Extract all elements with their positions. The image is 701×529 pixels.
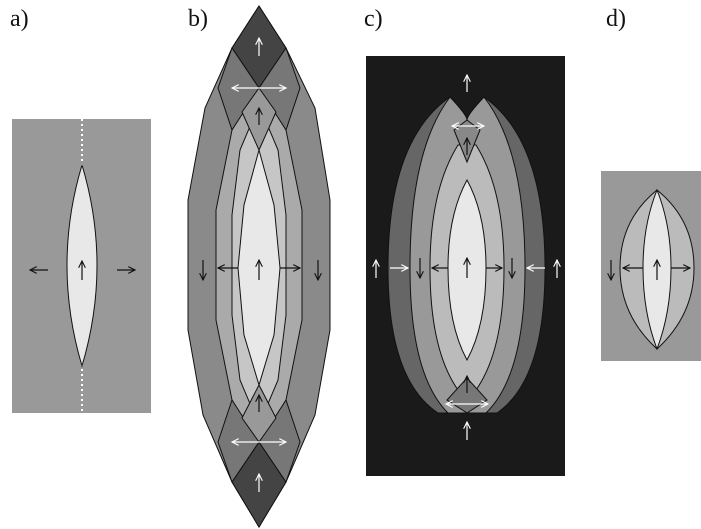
panel-label: c) (364, 6, 383, 32)
panel-d (601, 171, 701, 361)
figure: a) b) c) d) (0, 0, 701, 529)
panel-a (12, 119, 151, 413)
panel-c (366, 56, 565, 476)
panel-label: b) (188, 6, 208, 32)
panel-label: a) (10, 6, 29, 32)
panel-label: d) (606, 6, 626, 32)
panel-b (188, 6, 330, 527)
